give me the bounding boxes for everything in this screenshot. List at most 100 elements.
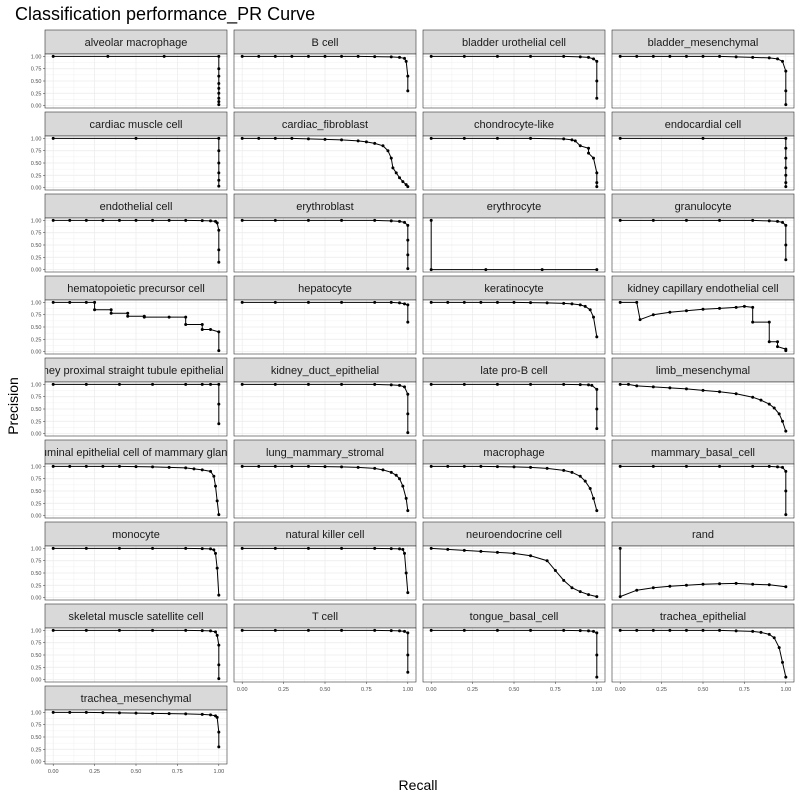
pr-point	[701, 307, 705, 311]
pr-point	[200, 468, 204, 472]
pr-point	[273, 136, 277, 140]
pr-point	[595, 185, 599, 189]
pr-point	[356, 139, 360, 143]
pr-point	[209, 382, 213, 386]
pr-point	[651, 54, 655, 58]
pr-point	[701, 136, 705, 140]
pr-point	[401, 547, 405, 551]
pr-point	[751, 320, 755, 324]
facet-strip-label: macrophage	[483, 447, 544, 459]
panel-grid	[612, 382, 794, 436]
pr-curve-line	[431, 547, 597, 598]
pr-point	[340, 138, 344, 142]
pr-point	[217, 149, 221, 153]
panel-border	[611, 299, 795, 355]
pr-point	[398, 629, 402, 633]
pr-point	[217, 513, 221, 517]
pr-point	[767, 632, 771, 636]
panel-grid	[234, 300, 416, 354]
pr-point	[587, 629, 591, 633]
facet-panel: erythrocyte	[422, 193, 606, 273]
pr-point	[562, 578, 566, 582]
pr-point	[403, 56, 406, 60]
pr-point	[784, 469, 788, 473]
y-tick-label: 0.75	[31, 313, 42, 319]
pr-point	[570, 302, 574, 306]
pr-point	[209, 219, 213, 223]
pr-curve-line	[242, 465, 409, 511]
pr-point	[217, 402, 221, 406]
pr-point	[167, 315, 171, 319]
pr-point	[562, 54, 566, 58]
pr-point	[217, 161, 221, 165]
pr-point	[84, 464, 88, 468]
pr-point	[217, 81, 221, 85]
pr-point	[151, 465, 155, 469]
pr-point	[215, 715, 219, 719]
pr-point	[784, 223, 788, 227]
panel-border	[233, 217, 417, 273]
pr-point	[684, 54, 688, 58]
pr-point	[84, 546, 88, 550]
pr-point	[217, 91, 221, 95]
facet-panel: macrophage	[422, 439, 606, 519]
pr-point	[635, 628, 639, 632]
facet-panel: late pro-B cell	[422, 357, 606, 437]
pr-point	[587, 383, 591, 387]
panel-grid	[234, 382, 416, 436]
pr-point	[51, 710, 55, 714]
panel-grid	[45, 710, 227, 764]
pr-point	[781, 660, 784, 664]
pr-point	[751, 218, 755, 222]
panel-border	[422, 53, 606, 109]
pr-point	[184, 382, 188, 386]
pr-point	[215, 221, 219, 225]
pr-point	[217, 54, 221, 58]
pr-point	[134, 218, 138, 222]
pr-point	[776, 465, 780, 469]
pr-point	[273, 382, 277, 386]
pr-point	[134, 465, 138, 469]
pr-point	[767, 340, 771, 344]
pr-point	[578, 383, 582, 387]
pr-point	[562, 382, 566, 386]
x-tick-label: 0.25	[278, 687, 289, 693]
pr-point	[595, 595, 599, 599]
pr-point	[126, 314, 130, 318]
panel-border	[611, 135, 795, 191]
pr-point	[398, 176, 402, 180]
pr-point	[134, 136, 138, 140]
panel-grid	[612, 136, 794, 190]
pr-point	[389, 547, 393, 551]
pr-point	[618, 54, 622, 58]
pr-point	[51, 464, 55, 468]
pr-point	[257, 54, 261, 58]
pr-point	[398, 219, 402, 223]
pr-point	[386, 149, 390, 153]
pr-point	[389, 55, 393, 59]
y-tick-label: 0.50	[31, 243, 42, 249]
facet-strip	[611, 193, 795, 219]
pr-point	[214, 551, 217, 555]
pr-point	[767, 464, 771, 468]
x-tick-label: 0.75	[739, 687, 750, 693]
pr-point	[562, 137, 566, 141]
pr-point	[184, 323, 188, 327]
pr-point	[240, 54, 244, 58]
pr-point	[462, 548, 466, 552]
pr-point	[784, 243, 788, 247]
facet-strip	[422, 521, 606, 547]
pr-curve-line	[619, 548, 786, 598]
pr-point	[595, 96, 599, 100]
pr-point	[68, 218, 72, 222]
pr-point	[734, 392, 738, 396]
pr-point	[570, 586, 574, 590]
pr-point	[595, 387, 599, 391]
pr-point	[240, 218, 244, 222]
pr-point	[776, 219, 780, 223]
facet-strip	[44, 521, 228, 547]
y-tick-label: 0.75	[31, 477, 42, 483]
pr-point	[406, 431, 410, 435]
pr-point	[751, 582, 755, 586]
pr-point	[545, 301, 549, 305]
